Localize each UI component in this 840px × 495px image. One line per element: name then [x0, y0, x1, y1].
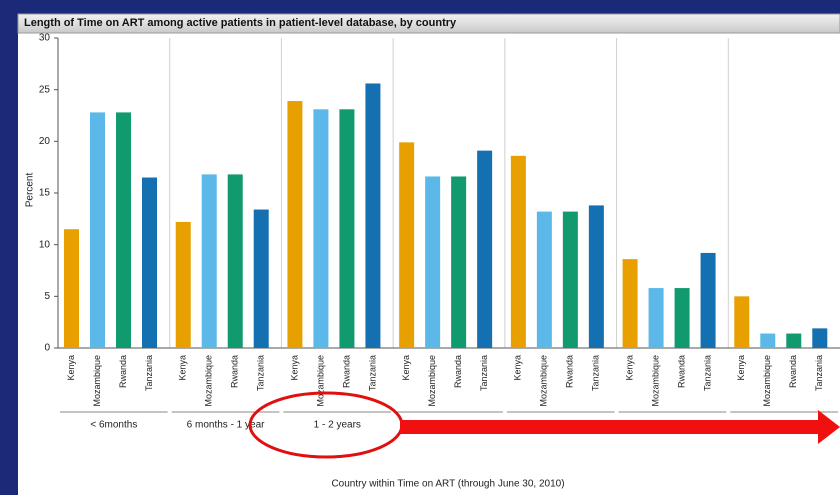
- country-label: Rwanda: [118, 355, 128, 388]
- y-tick-label: 10: [39, 239, 51, 250]
- y-tick-label: 0: [44, 343, 50, 354]
- bar: [253, 209, 269, 348]
- country-label: Rwanda: [341, 355, 351, 388]
- bar: [90, 112, 105, 349]
- bar: [536, 211, 552, 348]
- bar: [622, 259, 638, 348]
- country-label: Kenya: [66, 355, 76, 381]
- country-label: Tanzania: [814, 355, 824, 391]
- bar: [227, 174, 243, 348]
- y-tick-label: 25: [39, 84, 51, 95]
- bar: [313, 109, 329, 348]
- country-label: Tanzania: [144, 355, 154, 391]
- bar: [201, 174, 217, 348]
- country-label: Mozambique: [315, 355, 325, 407]
- y-tick-label: 30: [39, 33, 51, 44]
- bar: [339, 109, 355, 348]
- bar: [451, 176, 467, 348]
- country-label: Mozambique: [204, 355, 214, 407]
- country-label: Kenya: [624, 355, 634, 381]
- y-axis-label: Percent: [25, 173, 36, 208]
- group-label: 6 months - 1 year: [187, 420, 265, 431]
- group-label: < 6months: [90, 420, 137, 431]
- country-label: Kenya: [513, 355, 523, 381]
- country-label: Rwanda: [676, 355, 686, 388]
- country-label: Tanzania: [591, 355, 601, 391]
- country-label: Kenya: [178, 355, 188, 381]
- country-label: Mozambique: [650, 355, 660, 407]
- country-label: Mozambique: [92, 355, 102, 407]
- title-bar: [17, 13, 840, 34]
- country-label: Tanzania: [479, 355, 489, 391]
- group-label: 1 - 2 years: [314, 420, 361, 431]
- bar: [786, 333, 802, 348]
- y-tick-label: 20: [39, 136, 51, 147]
- country-label: Tanzania: [256, 355, 266, 391]
- arrow-head: [818, 410, 840, 444]
- country-label: Kenya: [401, 355, 411, 381]
- country-label: Rwanda: [230, 355, 240, 388]
- country-label: Mozambique: [762, 355, 772, 407]
- bar: [399, 142, 415, 348]
- bar: [588, 205, 604, 348]
- bar: [812, 328, 828, 348]
- bar: [116, 112, 131, 349]
- country-label: Mozambique: [427, 355, 437, 407]
- bar: [700, 252, 716, 348]
- bar: [562, 211, 578, 348]
- chart-title: Length of Time on ART among active patie…: [24, 17, 457, 29]
- bar: [287, 101, 303, 349]
- bar: [477, 150, 493, 348]
- country-label: Mozambique: [539, 355, 549, 407]
- x-axis-label: Country within Time on ART (through June…: [331, 479, 564, 490]
- bar: [64, 229, 79, 348]
- country-label: Tanzania: [367, 355, 377, 391]
- bar: [425, 176, 441, 348]
- bar: [734, 296, 750, 348]
- country-label: Kenya: [289, 355, 299, 381]
- bar: [175, 221, 191, 348]
- bar: [510, 155, 526, 348]
- country-label: Tanzania: [702, 355, 712, 391]
- country-label: Rwanda: [453, 355, 463, 388]
- country-label: Rwanda: [565, 355, 575, 388]
- bar: [648, 288, 664, 348]
- arrow-shaft: [400, 420, 820, 434]
- country-label: Kenya: [736, 355, 746, 381]
- y-tick-label: 15: [39, 188, 51, 199]
- bar: [760, 333, 776, 348]
- bar: [674, 288, 690, 348]
- bar: [142, 177, 157, 348]
- country-label: Rwanda: [788, 355, 798, 388]
- y-tick-label: 5: [44, 291, 50, 302]
- bar: [365, 83, 381, 348]
